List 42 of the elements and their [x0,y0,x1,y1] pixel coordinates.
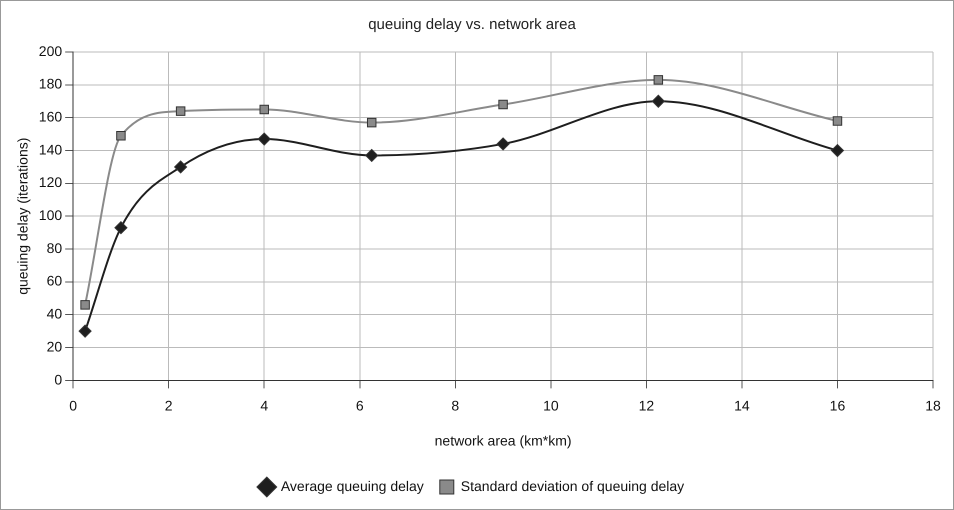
point [654,75,664,85]
y-tick-label: 60 [46,272,62,289]
point [78,324,92,338]
x-tick-label: 14 [734,398,750,414]
x-tick-label: 8 [451,398,460,414]
y-tick-label: 80 [46,240,62,256]
y-tick-label: 200 [38,42,62,59]
y-tick-label: 180 [38,76,62,92]
x-tick-label: 12 [638,398,654,414]
point [176,106,186,116]
point [259,104,269,114]
y-tick-label: 100 [38,207,62,224]
y-tick-label: 0 [54,371,62,388]
x-tick-label: 16 [830,398,846,414]
y-tick-label: 120 [38,174,62,190]
y-tick-label: 160 [38,108,62,125]
point [652,94,665,108]
point [258,132,271,146]
y-tick-label: 40 [46,306,62,322]
x-tick-label: 10 [543,398,559,414]
x-tick-label: 18 [925,398,941,414]
chart-title: queuing delay vs. network area [368,16,576,34]
point [498,100,508,110]
x-tick-label: 0 [69,398,78,414]
x-tick-label: 2 [164,398,173,414]
point [174,160,188,174]
legend-label: Standard deviation of queuing delay [460,478,684,494]
y-tick-label: 140 [38,141,62,158]
legend-label: Average queuing delay [280,478,424,494]
point [114,221,128,234]
x-tick-label: 4 [260,398,268,414]
point [830,144,844,158]
point [116,131,126,140]
x-axis-title: network area (km*km) [434,432,572,448]
point [496,137,510,150]
y-tick-label: 20 [46,338,62,354]
y-axis-title: queuing delay (iterations) [14,138,30,295]
x-tick-label: 6 [356,398,364,414]
point [365,148,378,162]
point [366,118,376,128]
point [832,116,842,126]
point [80,300,90,310]
